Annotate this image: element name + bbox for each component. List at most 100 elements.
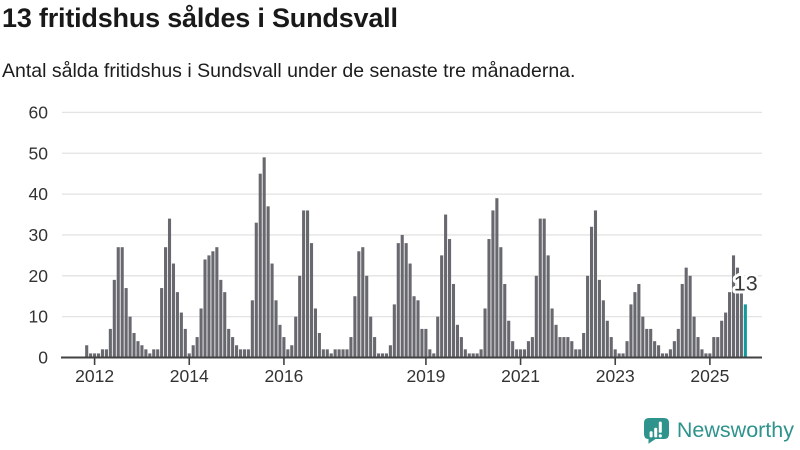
bar: [235, 345, 239, 358]
bar: [428, 349, 432, 358]
bar: [574, 349, 578, 358]
bar: [708, 353, 712, 358]
bar: [306, 210, 310, 358]
bar: [132, 332, 136, 358]
bar: [637, 283, 641, 358]
y-axis-label: 20: [29, 266, 49, 286]
bar: [144, 349, 148, 358]
bar: [325, 349, 329, 358]
bar: [696, 337, 700, 358]
bar: [672, 341, 676, 358]
bar: [270, 263, 274, 358]
bar: [617, 353, 621, 358]
bar: [716, 337, 720, 358]
x-axis-label: 2021: [501, 366, 540, 386]
bar: [195, 337, 199, 358]
bar: [558, 337, 562, 358]
y-axis-label: 50: [29, 143, 49, 163]
last-value-annotation: 13: [734, 271, 758, 295]
bar: [432, 353, 436, 358]
bar: [684, 267, 688, 358]
bar: [373, 337, 377, 358]
bar: [412, 296, 416, 358]
exclamation-stem: [658, 421, 662, 433]
bar: [219, 279, 223, 358]
bar: [676, 328, 680, 358]
bar: [179, 312, 183, 358]
bar: [664, 353, 669, 358]
bar: [444, 214, 448, 358]
bar: [199, 308, 203, 358]
bar: [546, 255, 550, 358]
bar: [566, 337, 570, 358]
bar: [156, 349, 160, 358]
bar: [625, 341, 629, 358]
bar: [380, 353, 385, 358]
bar: [668, 349, 672, 358]
bar: [479, 349, 483, 358]
bar: [440, 255, 444, 358]
bar: [448, 239, 452, 358]
bar: [152, 349, 156, 358]
bar: [621, 353, 625, 358]
bar: [377, 353, 381, 358]
bar: [396, 243, 400, 358]
bar: [329, 353, 333, 358]
bar: [522, 349, 527, 358]
bar: [246, 349, 250, 358]
bar: [227, 328, 231, 358]
bar: [171, 263, 176, 358]
bar: [550, 308, 554, 358]
bar: [657, 345, 661, 358]
bar-glyph-small: [649, 431, 653, 438]
bar: [290, 345, 294, 358]
bar: [408, 263, 412, 358]
bar: [317, 332, 321, 358]
chart-subtitle: Antal sålda fritidshus i Sundsvall under…: [2, 60, 576, 82]
bar: [712, 337, 716, 358]
bar: [534, 275, 538, 358]
bar: [357, 251, 361, 358]
bar: [93, 353, 97, 358]
bar: [728, 292, 732, 358]
bar: [629, 304, 633, 358]
bar: [704, 353, 708, 358]
bar: [337, 349, 341, 358]
bar: [653, 341, 657, 358]
bar: [424, 328, 428, 358]
bar: [538, 218, 542, 358]
bar: [191, 345, 195, 358]
bar: [136, 341, 140, 358]
bar: [578, 349, 582, 358]
bar: [692, 316, 696, 358]
exclamation-dot: [658, 434, 662, 438]
bar: [562, 337, 566, 358]
bar: [361, 247, 365, 358]
bar: [649, 328, 653, 358]
bar: [589, 226, 594, 358]
bar: [282, 337, 286, 358]
bar: [720, 320, 724, 358]
y-axis-label: 60: [29, 102, 49, 122]
bar-glyph-medium: [654, 427, 658, 438]
bar: [183, 328, 187, 358]
bar: [345, 349, 349, 358]
bar: [660, 353, 665, 358]
bar: [349, 337, 353, 358]
bar: [475, 353, 479, 358]
bar: [262, 157, 266, 358]
bar: [321, 349, 325, 358]
bar: [108, 328, 112, 358]
bar: [570, 341, 574, 358]
bar: [459, 337, 463, 358]
page-title: 13 fritidshus såldes i Sundsvall: [2, 3, 398, 33]
x-axis-label: 2025: [690, 366, 729, 386]
bar: [467, 353, 471, 358]
bar: [601, 300, 605, 358]
bar: [499, 247, 503, 358]
bar: [586, 275, 590, 358]
bar: [203, 259, 207, 358]
bar: [369, 316, 373, 358]
bar: [641, 316, 645, 358]
bar: [384, 353, 388, 358]
